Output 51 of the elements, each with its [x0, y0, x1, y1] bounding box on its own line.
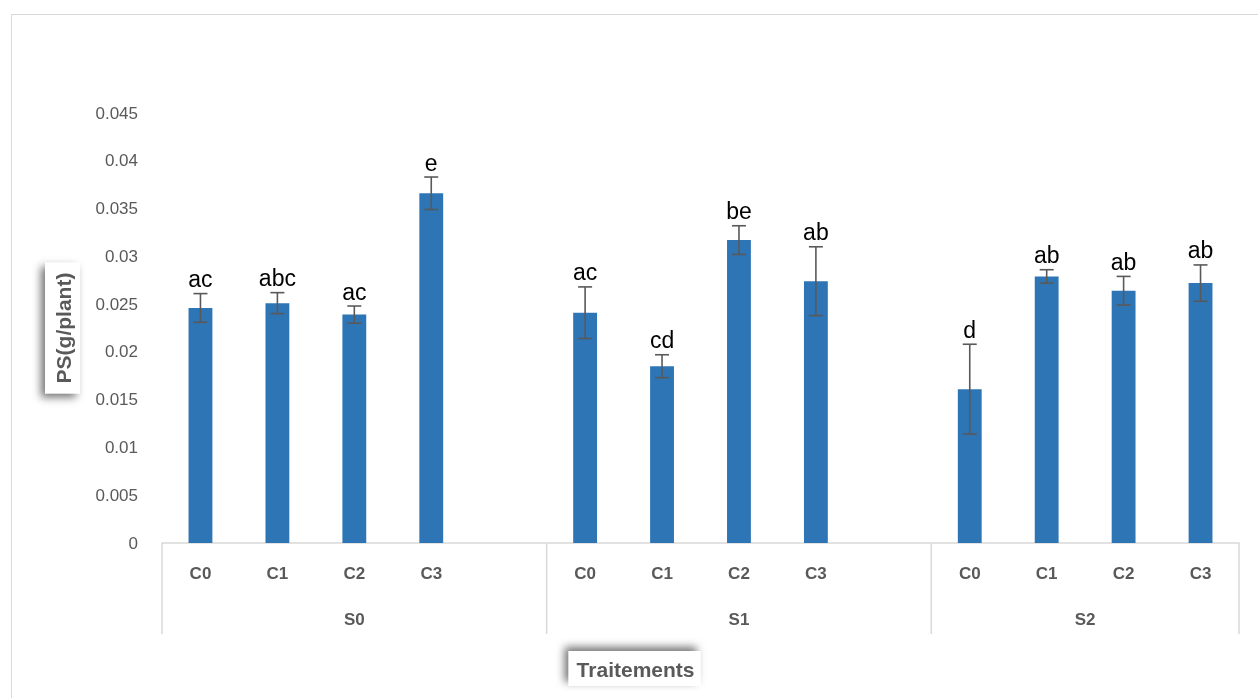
bar [727, 240, 751, 543]
x-tick-label: C3 [420, 564, 443, 583]
text: S0 [343, 609, 365, 629]
data-label: ab [1187, 237, 1214, 264]
x-tick-label: C2 [728, 564, 750, 583]
text: S1 [728, 609, 750, 629]
x-tick-label: C1 [1035, 564, 1058, 583]
x-tick-label: C0 [958, 564, 981, 583]
data-label: d [963, 316, 977, 343]
data-label: ac [188, 266, 213, 293]
bar [1188, 283, 1213, 543]
text: S2 [1074, 609, 1096, 629]
data-label: abc [258, 265, 296, 292]
data-label: e [424, 149, 438, 176]
bar [1034, 276, 1059, 543]
y-tick-label: 0.005 [95, 485, 138, 505]
data-label: ab [803, 219, 829, 246]
bar [1111, 290, 1136, 543]
y-tick-label: 0.035 [95, 199, 138, 219]
x-tick-label: C1 [651, 564, 673, 583]
bar [803, 281, 828, 543]
x-tick-label: C2 [343, 564, 366, 583]
y-tick-label: 0.015 [95, 390, 138, 410]
data-label: ab [1033, 242, 1060, 269]
bar [957, 389, 982, 543]
data-label: ab [1110, 248, 1137, 275]
x-tick-label: C1 [266, 564, 289, 583]
x-axis-title: Traitements [576, 658, 695, 681]
bar [650, 366, 674, 543]
y-tick-label: 0.03 [104, 246, 138, 266]
y-tick-label: 0.045 [95, 103, 138, 123]
x-tick-label: C2 [1112, 564, 1135, 583]
data-label: ac [342, 278, 367, 305]
bar [419, 193, 444, 543]
x-tick-label: C3 [805, 564, 827, 583]
data-label: ac [572, 259, 598, 286]
y-axis-title: PS(g/plant) [52, 272, 75, 384]
x-tick-label: C0 [574, 564, 596, 583]
bar [573, 312, 598, 543]
data-label: cd [649, 327, 675, 354]
bar [188, 307, 213, 543]
x-tick-label: C3 [1189, 564, 1212, 583]
bar [265, 303, 290, 543]
y-tick-label: 0 [128, 533, 138, 553]
x-tick-label: C0 [189, 564, 212, 583]
y-tick-label: 0.04 [104, 151, 138, 171]
y-tick-label: 0.025 [95, 294, 138, 314]
data-label: be [726, 198, 752, 225]
y-tick-label: 0.01 [104, 437, 138, 457]
y-tick-label: 0.02 [104, 342, 138, 362]
bar [342, 314, 367, 543]
